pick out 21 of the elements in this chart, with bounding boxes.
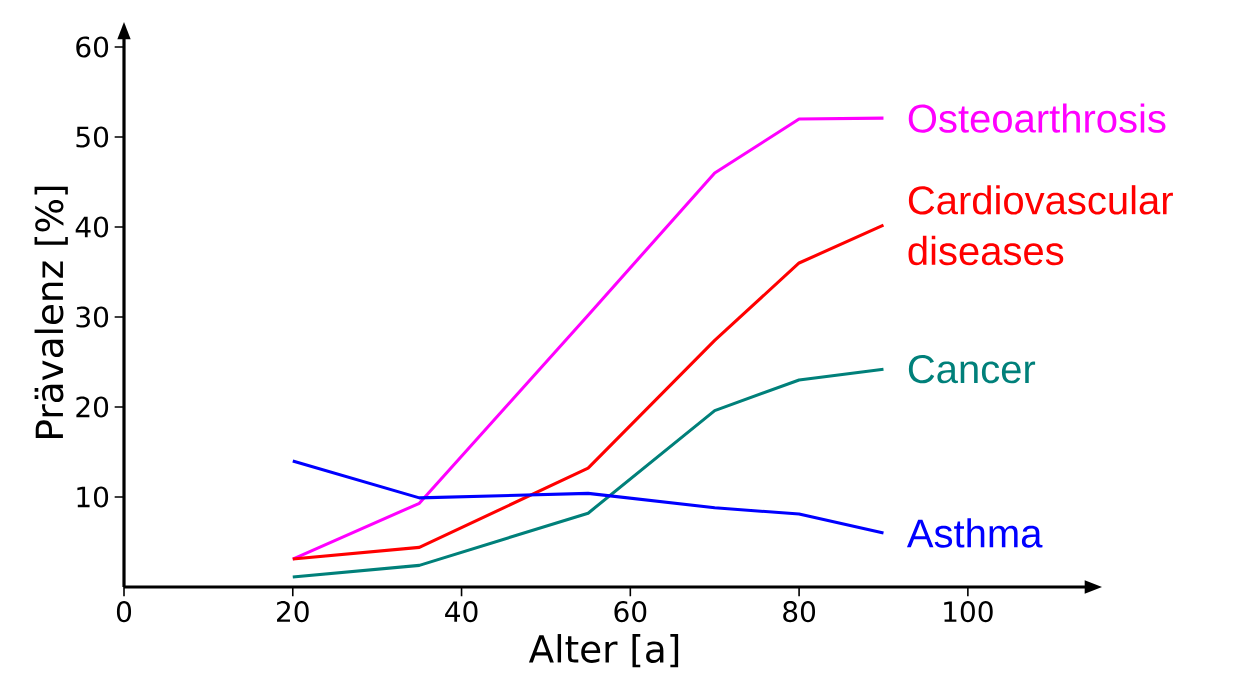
line-series (291, 223, 886, 561)
series-label: Cardiovascular diseases (908, 185, 1173, 266)
series-label: Asthma (906, 518, 1043, 548)
y-tick-label: 10 (77, 486, 109, 508)
y-axis-title: Prävalenz [%] (34, 186, 68, 438)
x-tick-label: 40 (445, 601, 478, 623)
y-tick-label: 20 (76, 396, 109, 418)
x-tick-label: 20 (277, 601, 309, 623)
y-tick-label: 30 (76, 306, 109, 328)
x-tick-label: 60 (614, 601, 647, 623)
y-tick-label: 50 (76, 126, 109, 148)
x-axis-title: Alter [a] (528, 634, 679, 668)
series-label: Osteoarthrosis (908, 103, 1166, 133)
series-label: Cancer (908, 355, 1036, 384)
line-series (291, 459, 886, 535)
x-tick-label: 0 (116, 601, 132, 623)
x-tick-label: 80 (783, 601, 816, 623)
y-tick-label: 40 (75, 216, 109, 238)
y-tick-label: 60 (76, 36, 109, 58)
line-series (291, 367, 886, 579)
x-tick-label: 100 (944, 601, 993, 623)
